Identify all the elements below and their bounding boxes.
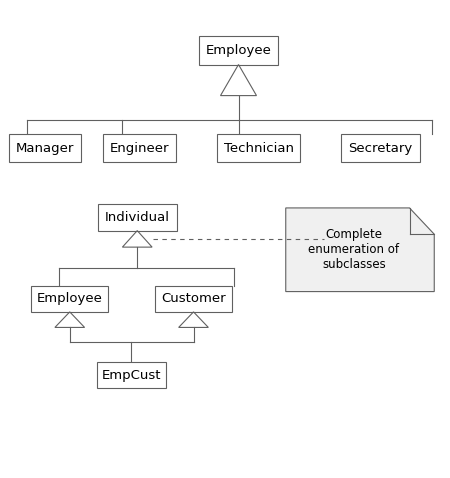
Bar <box>155 286 232 312</box>
Text: Individual: Individual <box>105 211 170 224</box>
Text: Manager: Manager <box>16 141 74 155</box>
Bar <box>96 362 166 388</box>
Bar <box>32 286 108 312</box>
Text: Secretary: Secretary <box>348 141 412 155</box>
Bar <box>217 134 301 162</box>
Text: Technician: Technician <box>224 141 294 155</box>
Text: Customer: Customer <box>161 292 226 305</box>
Polygon shape <box>286 208 434 292</box>
Bar <box>199 36 278 65</box>
Text: Employee: Employee <box>37 292 103 305</box>
Bar <box>104 134 176 162</box>
Bar <box>9 134 81 162</box>
Text: Employee: Employee <box>206 43 271 57</box>
Bar <box>341 134 419 162</box>
Text: Complete
enumeration of
subclasses: Complete enumeration of subclasses <box>308 228 399 271</box>
Bar <box>98 204 176 230</box>
Text: Engineer: Engineer <box>110 141 169 155</box>
Text: EmpCust: EmpCust <box>102 369 161 382</box>
